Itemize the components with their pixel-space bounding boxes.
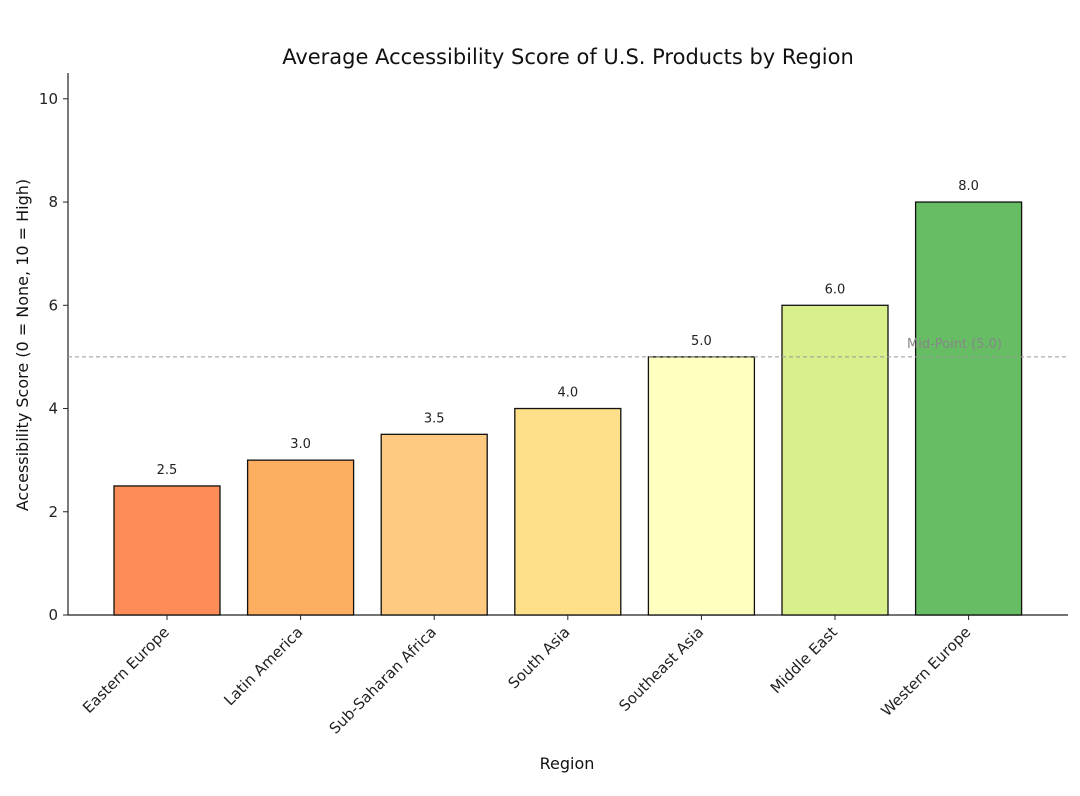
- bar: [380, 433, 488, 616]
- y-tick-label: 10: [39, 90, 58, 108]
- y-tick-label: 6: [48, 296, 58, 314]
- x-tick-label: Middle East: [767, 623, 841, 697]
- data-label: 5.0: [691, 334, 712, 349]
- data-label: 3.0: [290, 437, 311, 452]
- y-axis-label: Accessibility Score (0 = None, 10 = High…: [13, 179, 32, 511]
- x-tick-label: Sub-Saharan Africa: [326, 623, 440, 737]
- data-label: 2.5: [157, 463, 178, 478]
- midpoint-label: Mid-Point (5.0): [907, 337, 1002, 352]
- chart-title: Average Accessibility Score of U.S. Prod…: [282, 45, 854, 69]
- y-tick-label: 2: [48, 503, 58, 521]
- y-tick-label: 4: [48, 400, 58, 418]
- bar: [113, 485, 221, 616]
- x-axis-label: Region: [540, 754, 595, 773]
- bar: [647, 356, 756, 616]
- x-tick-label: Latin America: [220, 623, 306, 709]
- x-tick-label: Eastern Europe: [79, 623, 173, 717]
- x-tick-label: Southeast Asia: [615, 623, 707, 715]
- data-label: 4.0: [557, 386, 578, 401]
- y-tick-label: 0: [48, 606, 58, 624]
- data-label: 8.0: [958, 179, 979, 194]
- data-label: 3.5: [424, 411, 445, 426]
- bar: [781, 304, 889, 616]
- y-tick-label: 8: [48, 193, 58, 211]
- data-label: 6.0: [825, 282, 846, 297]
- x-tick-label: Western Europe: [878, 623, 975, 720]
- x-tick-label: South Asia: [504, 623, 573, 692]
- bar: [514, 407, 622, 616]
- bar: [246, 459, 355, 616]
- bar: [914, 201, 1023, 616]
